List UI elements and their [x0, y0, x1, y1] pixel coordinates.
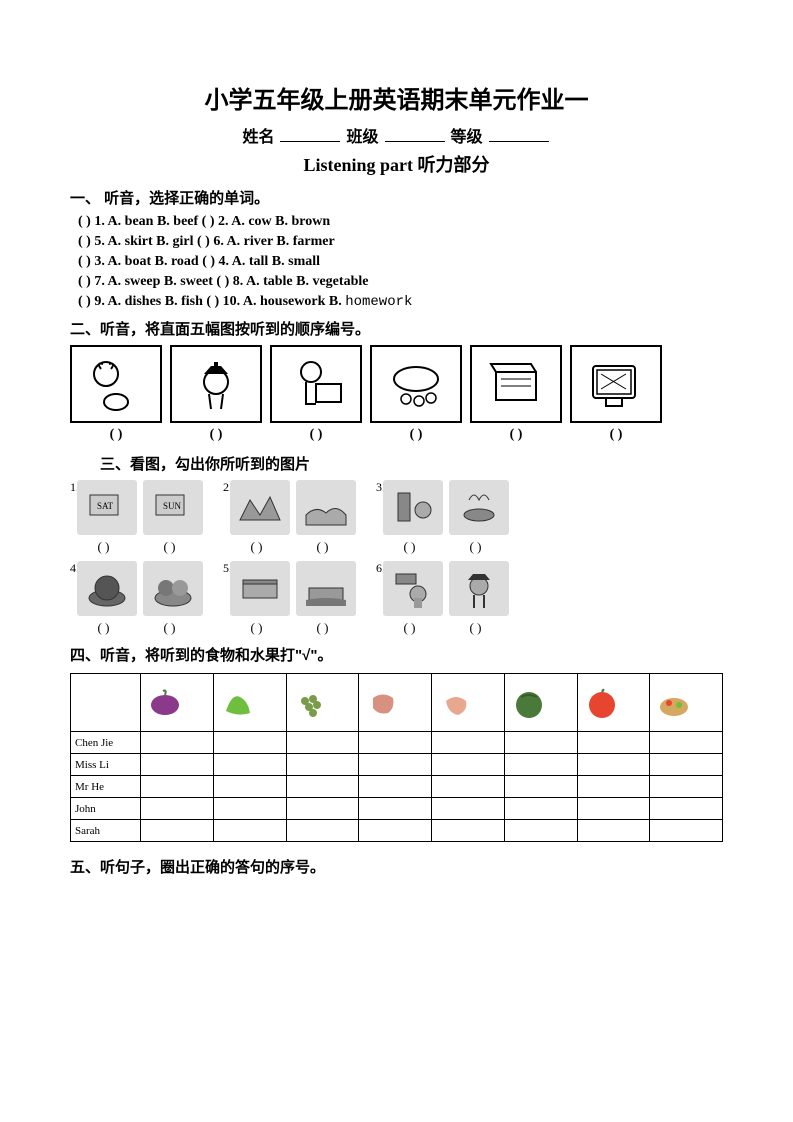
table-row: Mr He: [71, 776, 723, 798]
s3-img6b: [449, 561, 509, 616]
grade-blank[interactable]: [489, 126, 549, 142]
section4-header: 四、听音，将听到的食物和水果打"√"。: [70, 644, 723, 665]
table-row: Miss Li: [71, 754, 723, 776]
s3-group2: 2. ( )( ): [223, 480, 356, 555]
s2-paren6[interactable]: ( ): [570, 427, 662, 443]
food-header-row: [71, 674, 723, 732]
table-row: Chen Jie: [71, 732, 723, 754]
section5-header: 五、听句子，圈出正确的答句的序号。: [70, 856, 723, 877]
q1-line3: ( ) 3. A. boat B. road ( ) 4. A. tall B.…: [78, 254, 723, 270]
s2-paren4[interactable]: ( ): [370, 427, 462, 443]
listening-subtitle: Listening part 听力部分: [70, 151, 723, 177]
table-row: John: [71, 798, 723, 820]
food-col7: [577, 674, 650, 732]
q1-line1: ( ) 1. A. bean B. beef ( ) 2. A. cow B. …: [78, 214, 723, 230]
svg-text:SAT: SAT: [97, 501, 114, 511]
s3-img4b: [143, 561, 203, 616]
s3-img3a: [383, 480, 443, 535]
name-label: 姓名: [242, 129, 274, 146]
s3-paren4a[interactable]: ( ): [74, 620, 134, 636]
s3-img6a: [383, 561, 443, 616]
s3-paren1b[interactable]: ( ): [140, 539, 200, 555]
q1-line2: ( ) 5. A. skirt B. girl ( ) 6. A. river …: [78, 234, 723, 250]
s3-paren3a[interactable]: ( ): [380, 539, 440, 555]
s3-group4: 4. ( )( ): [70, 561, 203, 636]
s3-paren3b[interactable]: ( ): [446, 539, 506, 555]
food-col1: [141, 674, 214, 732]
q1-line5: ( ) 9. A. dishes B. fish ( ) 10. A. hous…: [78, 294, 723, 310]
s3-paren2b[interactable]: ( ): [293, 539, 353, 555]
s3-img5a: [230, 561, 290, 616]
name-cell: Chen Jie: [71, 732, 141, 754]
s3-group6: 6. ( )( ): [376, 561, 509, 636]
s3-img2a: [230, 480, 290, 535]
s3-img4a: [77, 561, 137, 616]
s2-img5: [470, 345, 562, 423]
svg-text:SUN: SUN: [163, 501, 182, 511]
s3-img5b: [296, 561, 356, 616]
class-label: 班级: [346, 129, 378, 146]
s2-paren3[interactable]: ( ): [270, 427, 362, 443]
name-cell: Mr He: [71, 776, 141, 798]
s2-img1: [70, 345, 162, 423]
class-blank[interactable]: [385, 126, 445, 142]
food-col2: [213, 674, 286, 732]
q1-line4: ( ) 7. A. sweep B. sweet ( ) 8. A. table…: [78, 274, 723, 290]
s3-paren5b[interactable]: ( ): [293, 620, 353, 636]
name-blank[interactable]: [280, 126, 340, 142]
s2-img2: [170, 345, 262, 423]
name-cell: John: [71, 798, 141, 820]
section3-header: 三、看图，勾出你所听到的图片: [100, 453, 723, 474]
s3-group5: 5. ( )( ): [223, 561, 356, 636]
s3-img1b: SUN: [143, 480, 203, 535]
food-col4: [359, 674, 432, 732]
food-table: Chen Jie Miss Li Mr He John Sarah: [70, 673, 723, 842]
s2-img3: [270, 345, 362, 423]
section2-images: [70, 345, 723, 423]
s2-img4: [370, 345, 462, 423]
s3-group3: 3. ( )( ): [376, 480, 509, 555]
section2-header: 二、听音，将直面五幅图按听到的顺序编号。: [70, 318, 723, 339]
food-col5: [432, 674, 505, 732]
homework-text: homework: [345, 294, 412, 310]
q1-line5-text: ( ) 9. A. dishes B. fish ( ) 10. A. hous…: [78, 294, 345, 309]
s3-paren6b[interactable]: ( ): [446, 620, 506, 636]
s2-paren1[interactable]: ( ): [70, 427, 162, 443]
section1-header: 一、 听音，选择正确的单词。: [70, 187, 723, 208]
s2-paren5[interactable]: ( ): [470, 427, 562, 443]
s3-group1: 1. SAT SUN ( )( ): [70, 480, 203, 555]
s3-img1a: SAT: [77, 480, 137, 535]
s3-img3b: [449, 480, 509, 535]
s3-img2b: [296, 480, 356, 535]
name-cell: Sarah: [71, 820, 141, 842]
food-col3: [286, 674, 359, 732]
s3-paren2a[interactable]: ( ): [227, 539, 287, 555]
page-title: 小学五年级上册英语期末单元作业一: [70, 80, 723, 115]
student-info-line: 姓名 班级 等级: [70, 123, 723, 147]
name-cell: Miss Li: [71, 754, 141, 776]
s3-paren4b[interactable]: ( ): [140, 620, 200, 636]
s3-paren6a[interactable]: ( ): [380, 620, 440, 636]
s3-paren1a[interactable]: ( ): [74, 539, 134, 555]
section3-row1: 1. SAT SUN ( )( ) 2. ( )( ) 3.: [70, 480, 723, 555]
s2-paren2[interactable]: ( ): [170, 427, 262, 443]
food-col8: [650, 674, 723, 732]
grade-label: 等级: [451, 129, 483, 146]
section3-row2: 4. ( )( ) 5. ( )( ) 6.: [70, 561, 723, 636]
food-col6: [504, 674, 577, 732]
s3-paren5a[interactable]: ( ): [227, 620, 287, 636]
section2-parens: ( ) ( ) ( ) ( ) ( ) ( ): [70, 427, 723, 443]
table-row: Sarah: [71, 820, 723, 842]
s2-img6: [570, 345, 662, 423]
